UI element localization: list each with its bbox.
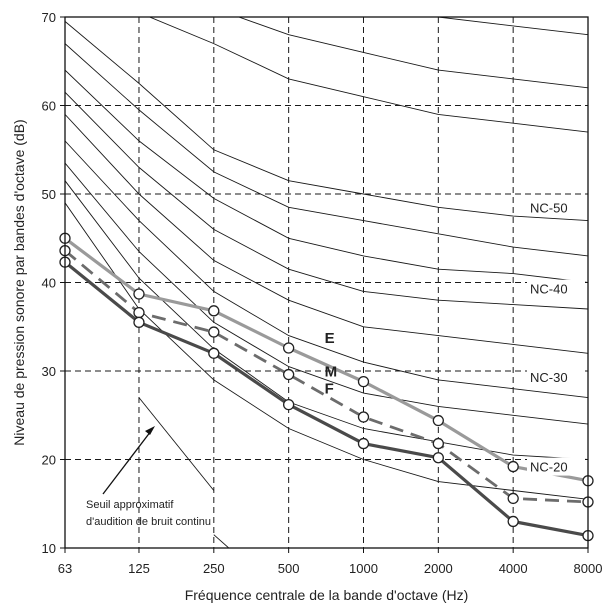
data-point-E (357, 375, 370, 388)
annotation-text: Seuil approximatif (86, 499, 174, 511)
x-axis-title: Fréquence centrale de la bande d'octave … (185, 587, 469, 603)
nc-curve (148, 17, 588, 133)
data-point-E (283, 342, 295, 354)
x-tick-label: 1000 (349, 561, 378, 576)
y-tick-label: 30 (42, 364, 56, 379)
y-tick-label: 70 (42, 10, 56, 25)
nc-label: NC-50 (530, 200, 568, 215)
nc-curve (65, 114, 588, 354)
series-label-F: F (325, 380, 334, 397)
data-point-E (432, 414, 444, 427)
y-tick-label: 50 (42, 187, 56, 202)
data-point-F (357, 437, 370, 450)
y-tick-label: 40 (42, 276, 56, 291)
x-tick-label: 125 (128, 561, 150, 576)
nc-curve (138, 397, 215, 491)
nc-curve (237, 17, 588, 89)
nc-curve (434, 17, 588, 36)
data-point-M (133, 306, 145, 319)
data-point-E (133, 288, 145, 300)
x-tick-label: 63 (58, 561, 72, 576)
x-tick-label: 8000 (574, 561, 603, 576)
nc-curve (65, 202, 588, 500)
x-tick-label: 250 (203, 561, 225, 576)
data-point-F (208, 347, 220, 359)
x-tick-label: 500 (278, 561, 300, 576)
series-label-M: M (325, 363, 338, 380)
nc-label-bg (527, 368, 585, 387)
nc-label-bg (527, 198, 585, 217)
nc-curve (65, 69, 588, 283)
labels: EMF NC-50 NC-40 NC-30 NC-20 Seuil approximati… (86, 198, 585, 528)
data-point-E (208, 305, 220, 317)
annotation-text: d'audition de bruit continu (86, 516, 211, 528)
data-point-M (208, 326, 220, 338)
y-tick-label: 60 (42, 99, 56, 114)
axes: 10 20 30 40 50 60 70 63 125 250 500 1000 2000 4000 800… (11, 10, 602, 603)
series-line-F (63, 260, 589, 538)
data-point-F (507, 515, 519, 528)
x-tick-label: 4000 (499, 561, 528, 576)
data-point-F (133, 316, 145, 328)
data-point-F (283, 398, 295, 411)
y-tick-label: 20 (42, 453, 56, 468)
data-point-M (283, 368, 295, 381)
series-line-E (64, 237, 589, 483)
data-point-E (507, 460, 519, 473)
nc-label: NC-20 (530, 460, 568, 475)
nc-curve (65, 180, 588, 460)
nc-label-bg (527, 457, 585, 476)
nc-curve (65, 162, 588, 425)
series-label-E: E (325, 330, 335, 347)
data-point-F (432, 452, 444, 464)
nc-curves (65, 17, 588, 548)
nc-curve (65, 43, 588, 257)
data-series (59, 232, 594, 542)
nc-label-bg (527, 279, 585, 298)
nc-curve (65, 91, 588, 310)
data-point-M (357, 411, 370, 423)
y-axis-title: Niveau de pression sonore par bandes d'o… (11, 119, 27, 445)
nc-curve (65, 140, 588, 399)
nc-label: NC-40 (530, 282, 568, 297)
x-tick-label: 2000 (424, 561, 453, 576)
nc-curve (65, 21, 588, 222)
data-point-M (507, 492, 519, 505)
y-tick-label: 10 (42, 541, 56, 556)
nc-label: NC-30 (530, 370, 568, 385)
annotation-arrowhead (145, 426, 155, 435)
annotation-arrow (102, 430, 152, 495)
data-point-M (432, 437, 444, 450)
